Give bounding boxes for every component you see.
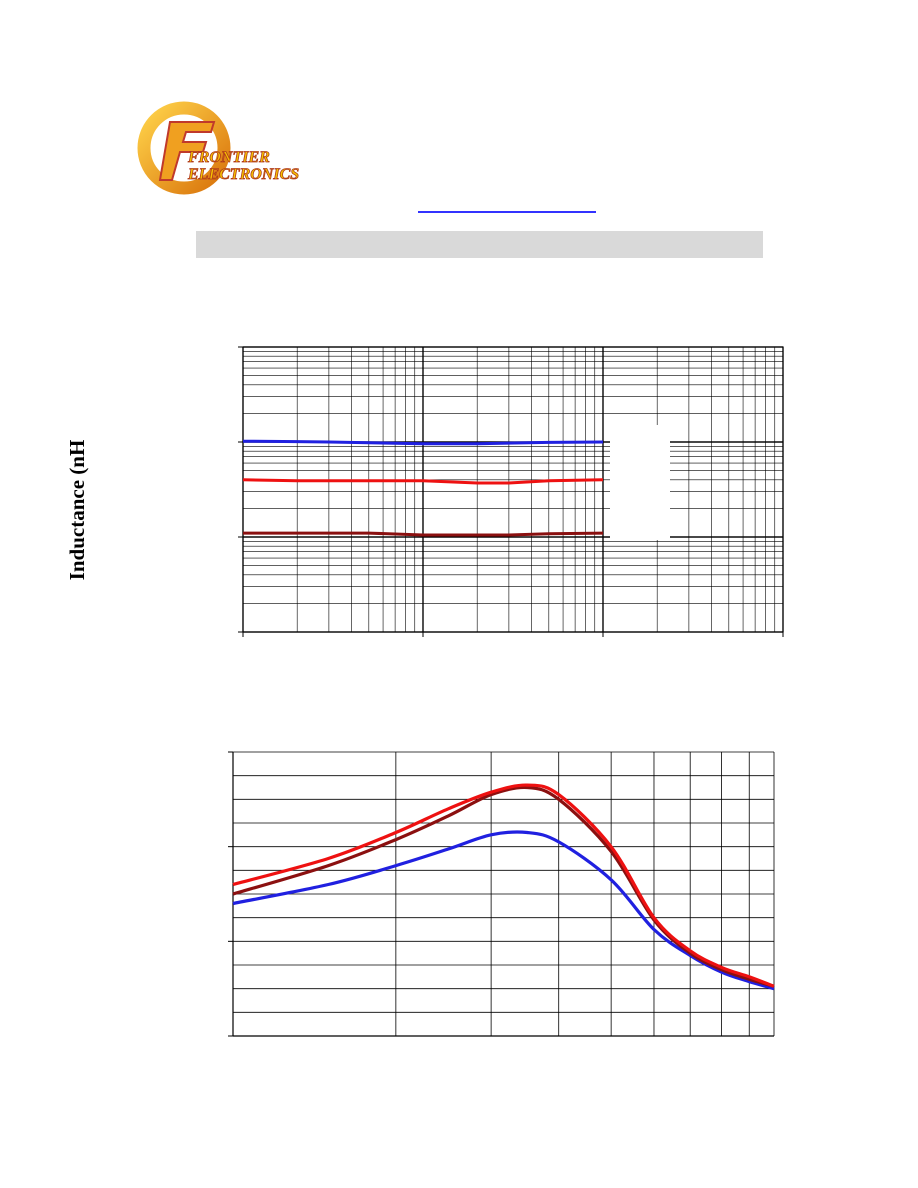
chart1-series-0 <box>242 439 604 446</box>
chart1-frame <box>242 346 784 633</box>
chart2-series-0 <box>232 830 775 991</box>
chart1-series-2 <box>243 531 604 537</box>
chart1-blank-area <box>610 425 670 540</box>
website-link-underline[interactable] <box>418 211 596 213</box>
chart2-series-2 <box>232 783 775 988</box>
chart2-series-1 <box>232 785 775 988</box>
chart1-series-1 <box>242 478 604 485</box>
title-bar <box>196 231 763 258</box>
logo-f-mark-icon <box>158 121 216 181</box>
logo-ring-icon <box>137 101 231 195</box>
logo-text-line2: ELECTRONICS <box>187 166 299 183</box>
logo-text-line1: FRONTIER <box>187 149 270 166</box>
frontier-electronics-logo: FRONTIER ELECTRONICS <box>137 101 300 195</box>
